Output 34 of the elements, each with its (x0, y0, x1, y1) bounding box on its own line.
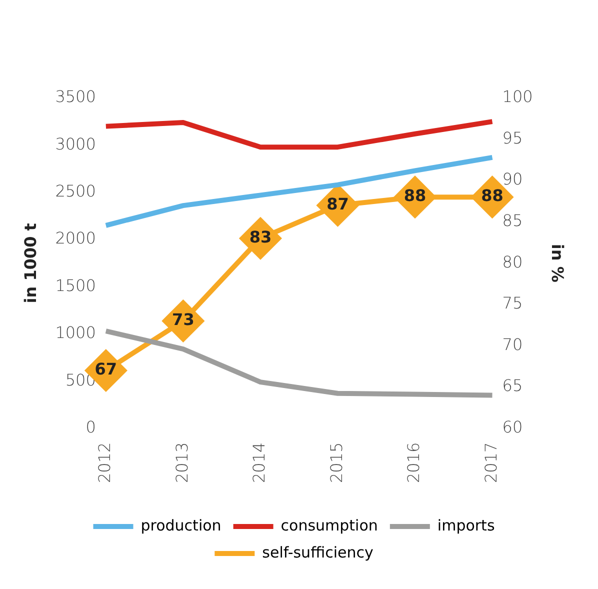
data-label: 83 (249, 228, 272, 247)
y2-tick-label: 100 (502, 87, 533, 106)
legend-label: consumption (280, 516, 378, 534)
y-axis-title: in 1000 t (20, 222, 40, 304)
y-tick-label: 1000 (55, 323, 96, 342)
y2-tick-label: 60 (502, 417, 523, 436)
data-label: 88 (481, 186, 504, 206)
legend-label: production (140, 516, 222, 534)
x-tick-label: 2015 (326, 442, 346, 483)
y2-tick-label: 65 (502, 376, 523, 396)
y2-tick-label: 95 (502, 128, 523, 148)
y2-tick-label: 85 (502, 211, 523, 230)
x-tick-label: 2017 (481, 442, 500, 483)
x-tick-label: 2012 (95, 442, 114, 483)
data-label: 87 (326, 194, 349, 214)
data-label: 67 (94, 360, 118, 379)
y2-tick-label: 75 (502, 294, 523, 313)
y-tick-label: 1500 (55, 276, 96, 295)
data-label: 73 (172, 310, 194, 330)
data-label: 88 (404, 186, 426, 206)
y-tick-label: 2000 (55, 228, 96, 248)
y2-tick-label: 80 (502, 252, 523, 272)
legend-label: imports (437, 516, 495, 534)
x-tick-label: 2014 (250, 442, 269, 483)
x-tick-label: 2016 (404, 442, 424, 483)
x-tick-label: 2013 (172, 442, 192, 483)
y-tick-label: 3500 (55, 87, 96, 106)
y2-axis-title: in % (548, 244, 568, 282)
y2-tick-label: 70 (502, 334, 523, 354)
y-tick-label: 0 (86, 417, 96, 436)
legend-label: self-sufficiency (262, 543, 374, 562)
y-tick-label: 2500 (55, 182, 96, 201)
y-tick-label: 3000 (55, 134, 96, 154)
y2-tick-label: 90 (502, 170, 523, 189)
